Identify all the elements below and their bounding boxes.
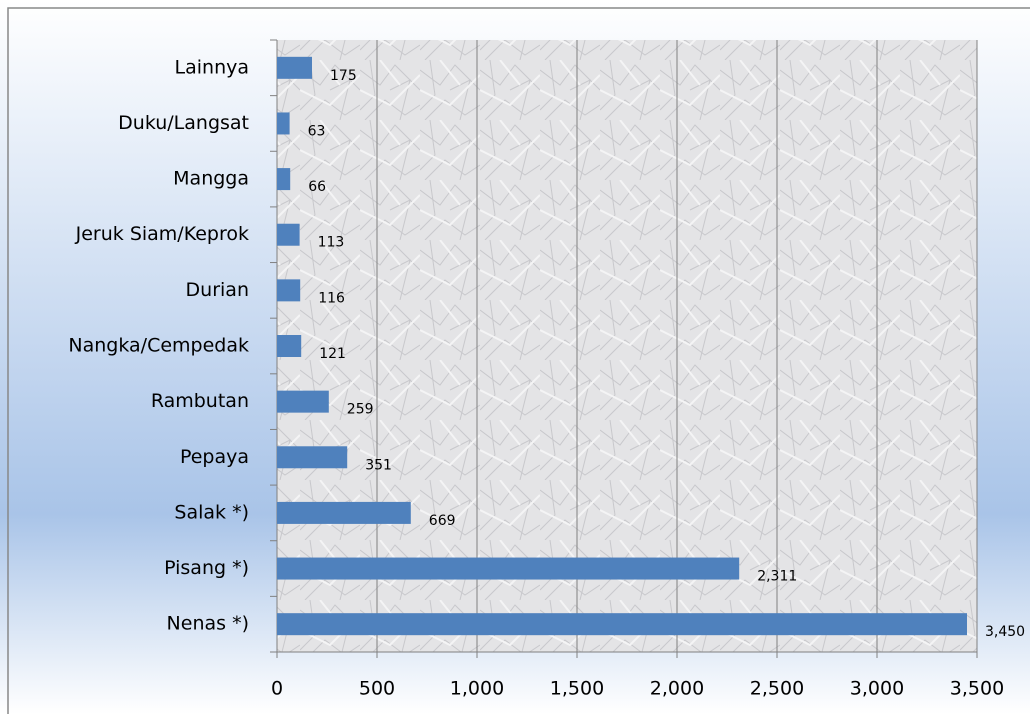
x-tick-label: 1,000 <box>450 678 504 700</box>
y-tick-label: Lainnya <box>175 56 249 78</box>
bar <box>277 501 411 524</box>
y-tick-label: Pepaya <box>180 446 249 468</box>
data-label: 2,311 <box>757 569 797 585</box>
bar <box>277 56 312 79</box>
data-label: 116 <box>318 290 345 306</box>
x-tick-label: 3,000 <box>850 678 904 700</box>
y-tick-label: Salak *) <box>174 501 249 523</box>
y-tick-label: Rambutan <box>151 390 249 412</box>
bar <box>277 335 302 357</box>
bar <box>277 223 300 246</box>
y-tick-label: Mangga <box>173 168 249 190</box>
data-label: 3,450 <box>985 624 1025 640</box>
y-tick-label: Nenas *) <box>167 613 249 635</box>
bar <box>277 390 329 413</box>
x-tick-label: 2,500 <box>750 678 804 700</box>
x-tick-label: 500 <box>359 678 395 700</box>
data-label: 351 <box>365 457 392 473</box>
bar <box>277 168 291 191</box>
x-tick-label: 1,500 <box>550 678 604 700</box>
x-tick-label: 2,000 <box>650 678 704 700</box>
data-label: 259 <box>347 402 374 418</box>
bar <box>277 557 740 580</box>
bar <box>277 279 301 302</box>
y-tick-label: Duku/Langsat <box>118 112 249 134</box>
x-tick-label: 3,500 <box>950 678 1004 700</box>
data-label: 669 <box>429 513 456 529</box>
plot-area <box>277 40 977 652</box>
bar <box>277 446 348 469</box>
data-label: 113 <box>318 235 345 251</box>
bar <box>277 112 290 135</box>
data-label: 66 <box>308 179 326 195</box>
y-tick-label: Jeruk Siam/Keprok <box>75 223 249 245</box>
chart-border <box>7 7 1030 718</box>
y-tick-label: Durian <box>186 279 249 301</box>
y-tick-label: Pisang *) <box>164 557 249 579</box>
data-label: 175 <box>330 68 357 84</box>
y-tick-label: Nangka/Cempedak <box>68 335 249 357</box>
x-tick-label: 0 <box>271 678 283 700</box>
bar <box>277 613 967 636</box>
data-label: 121 <box>319 346 346 362</box>
data-label: 63 <box>308 123 326 139</box>
